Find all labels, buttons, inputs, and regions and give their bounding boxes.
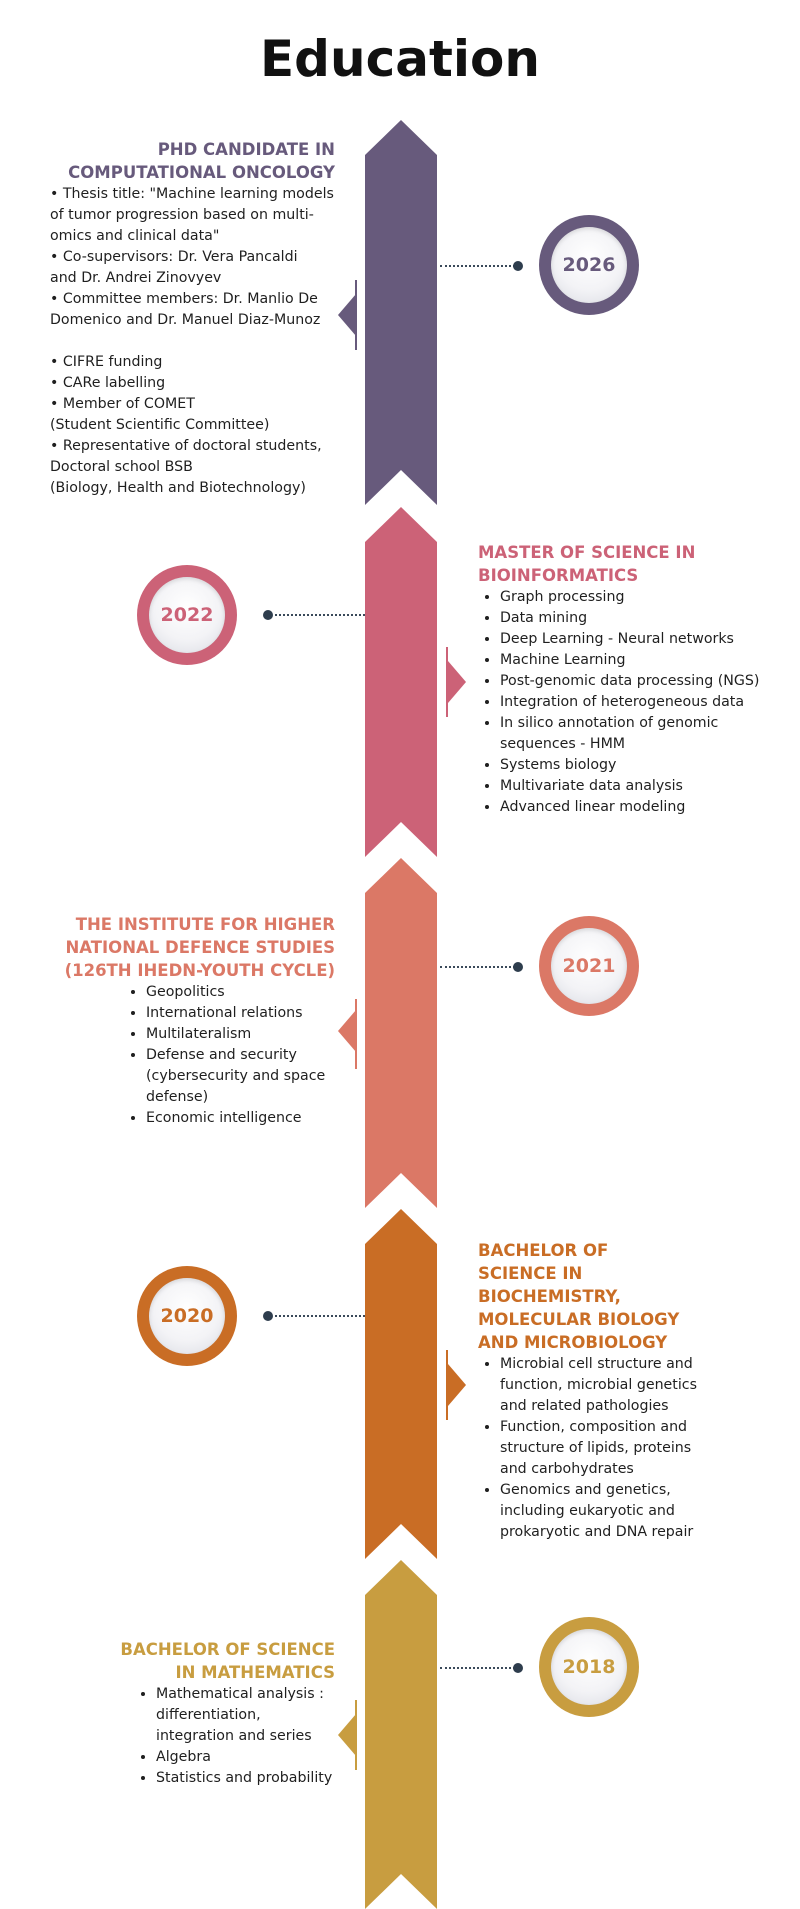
phd-line: (Biology, Health and Biotechnology) xyxy=(50,480,306,496)
pointer-line-bachelor-bio xyxy=(446,1350,448,1420)
list-item: Integration of heterogeneous data xyxy=(500,692,778,713)
list-item: Post-genomic data processing (NGS) xyxy=(500,671,778,692)
phd-heading: PHD CANDIDATE IN COMPUTATIONAL ONCOLOGY xyxy=(50,138,335,184)
phd-line: • CIFRE funding xyxy=(50,354,163,370)
phd-line: (Student Scientific Committee) xyxy=(50,417,270,433)
pointer-master xyxy=(448,661,466,703)
timeline-segment-phd xyxy=(365,120,437,505)
ihedn-heading: THE INSTITUTE FOR HIGHER NATIONAL DEFENC… xyxy=(50,913,335,982)
pointer-line-ihedn xyxy=(355,999,357,1069)
leader-bachelor-math xyxy=(440,1667,515,1669)
list-item: Geopolitics xyxy=(146,982,335,1003)
bachelor-math-list: Mathematical analysis : differentiation,… xyxy=(134,1684,335,1789)
year-badge-phd: 2026 xyxy=(539,215,639,315)
phd-block: PHD CANDIDATE IN COMPUTATIONAL ONCOLOGY … xyxy=(50,138,335,499)
year-label: 2018 xyxy=(562,1656,616,1678)
timeline-segment-bachelor-bio xyxy=(365,1209,437,1559)
pointer-line-master xyxy=(446,647,448,717)
list-item: Algebra xyxy=(156,1747,335,1768)
leader-master xyxy=(270,614,365,616)
master-heading-line: BIOINFORMATICS xyxy=(478,566,639,585)
phd-line: • Member of COMET xyxy=(50,396,195,412)
pointer-line-phd xyxy=(355,280,357,350)
phd-line: omics and clinical data" xyxy=(50,228,220,244)
phd-line: Doctoral school BSB xyxy=(50,459,193,475)
pointer-bachelor-math xyxy=(338,1714,356,1756)
year-badge-ihedn: 2021 xyxy=(539,916,639,1016)
leader-dot-master xyxy=(263,610,273,620)
list-item: International relations xyxy=(146,1003,335,1024)
phd-line: • Thesis title: "Machine learning models xyxy=(50,186,334,202)
phd-heading-line: PHD CANDIDATE IN xyxy=(157,140,335,159)
bachelor-math-block: BACHELOR OF SCIENCE IN MATHEMATICS Mathe… xyxy=(50,1638,335,1789)
list-item: In silico annotation of genomic sequence… xyxy=(500,713,778,755)
list-item: Systems biology xyxy=(500,755,778,776)
list-item: Graph processing xyxy=(500,587,778,608)
list-item: Multivariate data analysis xyxy=(500,776,778,797)
phd-line: • Representative of doctoral students, xyxy=(50,438,322,454)
ihedn-list: Geopolitics International relations Mult… xyxy=(124,982,335,1129)
bachelor-math-heading-line: BACHELOR OF SCIENCE xyxy=(120,1640,335,1659)
leader-dot-bachelor-math xyxy=(513,1663,523,1673)
year-badge-bachelor-bio: 2020 xyxy=(137,1266,237,1366)
list-item: Defense and security (cybersecurity and … xyxy=(146,1045,335,1108)
leader-dot-bachelor-bio xyxy=(263,1311,273,1321)
year-label: 2022 xyxy=(160,604,214,626)
bachelor-bio-list: Microbial cell structure and function, m… xyxy=(478,1354,703,1543)
pointer-bachelor-bio xyxy=(448,1364,466,1406)
year-badge-bachelor-math: 2018 xyxy=(539,1617,639,1717)
master-list: Graph processing Data mining Deep Learni… xyxy=(478,587,778,818)
list-item: Deep Learning - Neural networks xyxy=(500,629,778,650)
bachelor-bio-block: BACHELOR OF SCIENCE IN BIOCHEMISTRY, MOL… xyxy=(478,1239,703,1543)
bachelor-bio-heading-line: AND MICROBIOLOGY xyxy=(478,1333,668,1352)
list-item: Mathematical analysis : differentiation,… xyxy=(156,1684,335,1747)
pointer-phd xyxy=(338,294,356,336)
pointer-line-bachelor-math xyxy=(355,1700,357,1770)
ihedn-heading-line: (126TH IHEDN-YOUTH CYCLE) xyxy=(64,961,335,980)
leader-ihedn xyxy=(440,966,515,968)
master-block: MASTER OF SCIENCE IN BIOINFORMATICS Grap… xyxy=(478,541,778,818)
page-title: Education xyxy=(260,30,540,88)
ihedn-heading-line: NATIONAL DEFENCE STUDIES xyxy=(65,938,335,957)
bachelor-bio-heading: BACHELOR OF SCIENCE IN BIOCHEMISTRY, MOL… xyxy=(478,1239,703,1354)
bachelor-bio-heading-line: MOLECULAR BIOLOGY xyxy=(478,1310,680,1329)
leader-dot-phd xyxy=(513,261,523,271)
bachelor-math-heading-line: IN MATHEMATICS xyxy=(175,1663,335,1682)
list-item: Machine Learning xyxy=(500,650,778,671)
phd-line: of tumor progression based on multi- xyxy=(50,207,314,223)
bachelor-bio-heading-line: SCIENCE IN xyxy=(478,1264,583,1283)
leader-phd xyxy=(440,265,515,267)
master-heading: MASTER OF SCIENCE IN BIOINFORMATICS xyxy=(478,541,778,587)
list-item: Statistics and probability xyxy=(156,1768,335,1789)
timeline-segment-master xyxy=(365,507,437,857)
year-label: 2026 xyxy=(562,254,616,276)
bachelor-bio-heading-line: BACHELOR OF xyxy=(478,1241,609,1260)
leader-bachelor-bio xyxy=(270,1315,365,1317)
pointer-ihedn xyxy=(338,1010,356,1052)
list-item: Advanced linear modeling xyxy=(500,797,778,818)
year-badge-master: 2022 xyxy=(137,565,237,665)
list-item: Multilateralism xyxy=(146,1024,335,1045)
list-item: Data mining xyxy=(500,608,778,629)
phd-line: • Committee members: Dr. Manlio De xyxy=(50,291,318,307)
timeline-segment-bachelor-math xyxy=(365,1560,437,1909)
leader-dot-ihedn xyxy=(513,962,523,972)
bachelor-math-heading: BACHELOR OF SCIENCE IN MATHEMATICS xyxy=(50,1638,335,1684)
ihedn-heading-line: THE INSTITUTE FOR HIGHER xyxy=(75,915,335,934)
timeline-segment-ihedn xyxy=(365,858,437,1208)
list-item: Genomics and genetics, including eukaryo… xyxy=(500,1480,703,1543)
year-label: 2020 xyxy=(160,1305,214,1327)
phd-line: • Co-supervisors: Dr. Vera Pancaldi xyxy=(50,249,298,265)
master-heading-line: MASTER OF SCIENCE IN xyxy=(478,543,696,562)
list-item: Economic intelligence xyxy=(146,1108,335,1129)
year-label: 2021 xyxy=(562,955,616,977)
ihedn-block: THE INSTITUTE FOR HIGHER NATIONAL DEFENC… xyxy=(50,913,335,1129)
bachelor-bio-heading-line: BIOCHEMISTRY, xyxy=(478,1287,621,1306)
phd-line: • CARe labelling xyxy=(50,375,166,391)
phd-heading-line: COMPUTATIONAL ONCOLOGY xyxy=(68,163,335,182)
list-item: Microbial cell structure and function, m… xyxy=(500,1354,703,1417)
phd-line: Domenico and Dr. Manuel Diaz-Munoz xyxy=(50,312,321,328)
list-item: Function, composition and structure of l… xyxy=(500,1417,703,1480)
phd-line: and Dr. Andrei Zinovyev xyxy=(50,270,222,286)
